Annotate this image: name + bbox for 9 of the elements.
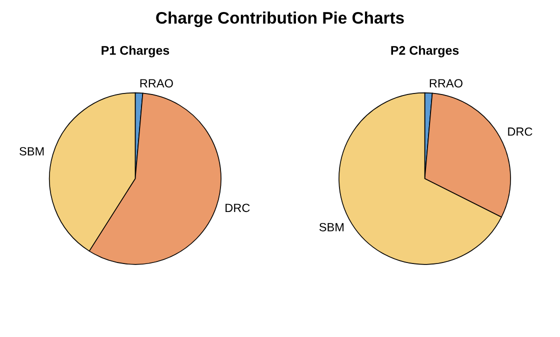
slice-label: RRAO [430, 79, 462, 88]
chart-title: P1 Charges [102, 46, 170, 58]
slice-label: RRAO [140, 79, 173, 88]
slice-label: DRC [226, 204, 250, 212]
text: Charge Contribution Pie Charts [156, 12, 404, 28]
slice-label: SBM [319, 222, 344, 232]
chart-title: P2 Charges [391, 46, 459, 58]
slice-label: DRC [508, 127, 532, 136]
slice-label: SBM [20, 147, 44, 156]
